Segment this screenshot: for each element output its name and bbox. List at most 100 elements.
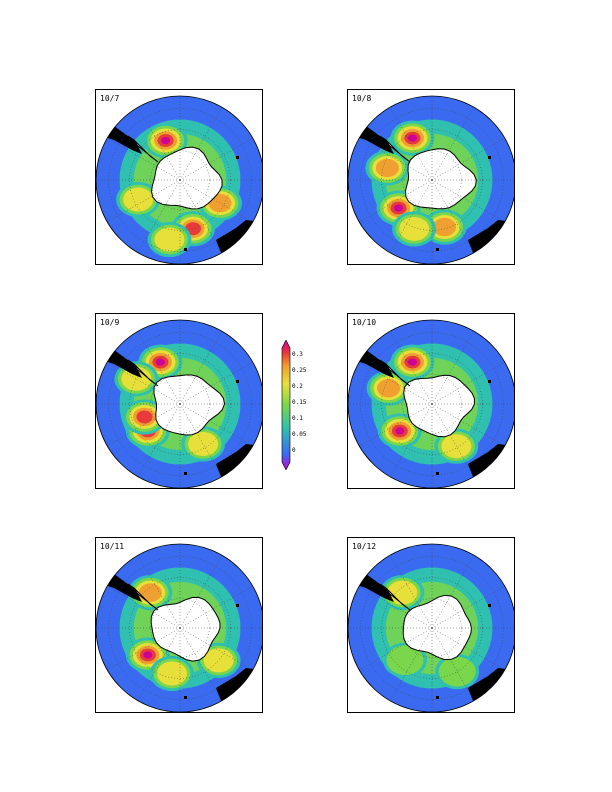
polar-field-map	[96, 543, 262, 712]
field-hotspot	[377, 378, 401, 398]
graticule-latitude	[360, 332, 504, 476]
graticule-longitude	[359, 627, 433, 671]
graticule-latitude	[360, 108, 504, 252]
polar-field-map	[96, 319, 262, 488]
island	[488, 604, 491, 607]
field-hotspot	[387, 580, 418, 605]
graticule-longitude	[359, 403, 433, 447]
field-hotspot	[121, 366, 152, 391]
graticule-longitude	[431, 137, 505, 181]
graticule-latitude	[150, 374, 210, 434]
colorbar-tick: 0.3	[292, 351, 303, 358]
graticule-latitude	[108, 332, 252, 476]
antarctica-landmass	[405, 148, 477, 210]
polar-field-map	[96, 95, 262, 264]
graticule-longitude	[359, 179, 433, 223]
field-hotspot	[395, 427, 405, 435]
map-boundary	[96, 319, 262, 488]
field-hotspot	[188, 432, 219, 457]
field-hotspot	[386, 645, 424, 675]
island	[236, 156, 239, 159]
field-hotspot	[154, 227, 185, 252]
island	[488, 380, 491, 383]
map-boundary	[348, 319, 514, 488]
colorbar-tick: 0.05	[292, 431, 307, 438]
graticule-longitude	[179, 179, 253, 223]
field-hotspot	[399, 216, 430, 241]
map-boundary	[96, 95, 262, 264]
field-hotspot	[138, 583, 162, 602]
polar-field-map	[348, 543, 514, 712]
colorbar-tick: 0.2	[292, 383, 303, 390]
graticule-longitude	[137, 179, 181, 253]
graticule-latitude	[129, 129, 231, 231]
island	[236, 604, 239, 607]
graticule-longitude	[179, 403, 253, 447]
graticule-latitude	[381, 353, 483, 455]
graticule-latitude	[402, 150, 462, 210]
graticule-latitude	[381, 577, 483, 679]
graticule-longitude	[359, 361, 433, 405]
island	[436, 248, 439, 251]
graticule-longitude	[431, 331, 475, 405]
map-panel-10-11: 10/11	[95, 537, 263, 713]
map-panel-10-7: 10/7	[95, 89, 263, 265]
graticule-longitude	[137, 331, 181, 405]
graticule-longitude	[179, 627, 253, 671]
field-hotspot	[433, 217, 457, 237]
field-hotspot	[161, 136, 171, 145]
graticule-latitude	[108, 108, 252, 252]
polar-field-map	[348, 95, 514, 264]
map-panel-10-12: 10/12	[347, 537, 515, 713]
graticule-latitude	[108, 556, 252, 700]
graticule-longitude	[431, 179, 475, 253]
graticule-latitude	[402, 598, 462, 658]
colorbar-gradient	[281, 340, 291, 470]
graticule-latitude	[381, 129, 483, 231]
field-hotspot	[438, 656, 476, 687]
panel-date-label: 10/11	[100, 542, 125, 551]
antarctica-landmass	[402, 594, 472, 661]
colorbar: 0.3 0.25 0.2 0.15 0.1 0.05 0	[280, 340, 320, 470]
antarctica-landmass	[150, 146, 223, 210]
colorbar-tick: 0.15	[292, 399, 307, 406]
panel-date-label: 10/7	[100, 94, 120, 103]
panel-date-label: 10/12	[352, 542, 377, 551]
field-hotspot	[155, 358, 165, 366]
graticule-latitude	[360, 556, 504, 700]
field-hotspot	[143, 651, 153, 659]
graticule-latitude	[129, 577, 231, 679]
field-hotspot	[394, 204, 404, 212]
graticule-latitude	[150, 150, 210, 210]
panel-date-label: 10/9	[100, 318, 120, 327]
map-boundary	[96, 543, 262, 712]
map-panel-10-8: 10/8	[347, 89, 515, 265]
graticule-longitude	[137, 403, 181, 477]
panel-date-label: 10/10	[352, 318, 377, 327]
graticule-longitude	[431, 361, 505, 405]
field-hotspot	[407, 134, 417, 142]
graticule-latitude	[129, 353, 231, 455]
island	[436, 696, 439, 699]
island	[436, 472, 439, 475]
graticule-longitude	[359, 585, 433, 629]
graticule-longitude	[179, 585, 253, 629]
colorbar-tick: 0	[292, 447, 296, 454]
field-hotspot	[407, 358, 417, 366]
island	[236, 380, 239, 383]
field-hotspot	[375, 158, 399, 178]
graticule-longitude	[389, 331, 433, 405]
map-boundary	[348, 95, 514, 264]
graticule-longitude	[179, 361, 253, 405]
map-panel-10-9: 10/9	[95, 313, 263, 489]
graticule-longitude	[359, 137, 433, 181]
antarctica-landmass	[153, 374, 226, 436]
field-hotspot	[123, 187, 154, 212]
graticule-latitude	[402, 374, 462, 434]
panel-date-label: 10/8	[352, 94, 372, 103]
polar-field-map	[348, 319, 514, 488]
graticule-longitude	[179, 331, 223, 405]
graticule-longitude	[179, 137, 253, 181]
antarctica-landmass	[403, 374, 475, 438]
map-boundary	[348, 543, 514, 712]
